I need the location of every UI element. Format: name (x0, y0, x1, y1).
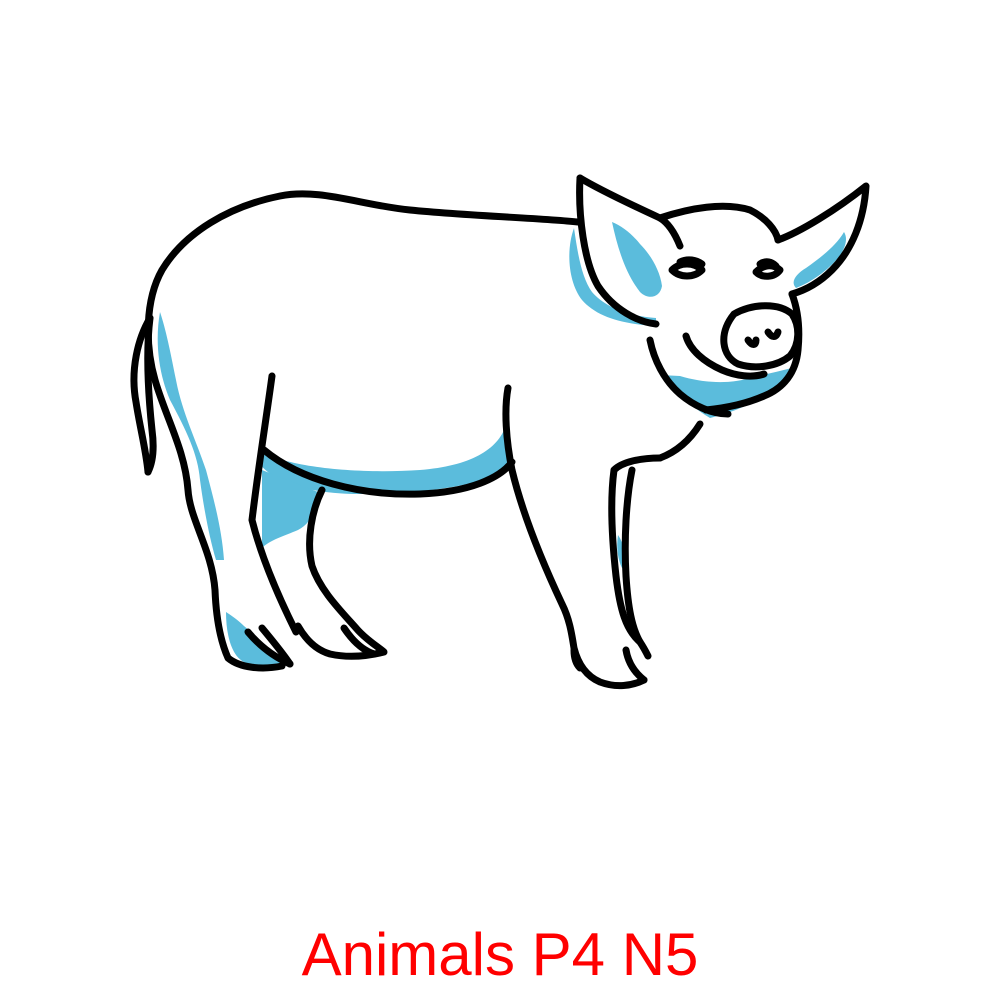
pig-shading (157, 222, 846, 667)
pig-outline (130, 174, 870, 690)
caption-label: Animals P4 N5 (301, 921, 699, 988)
